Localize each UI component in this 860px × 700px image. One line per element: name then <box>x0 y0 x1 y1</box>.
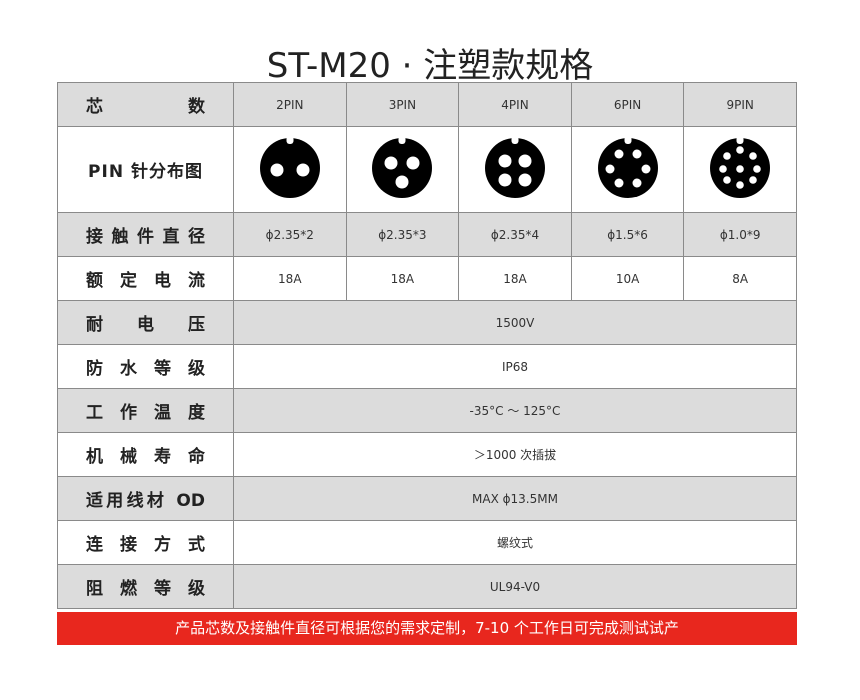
pin-cell <box>233 126 347 213</box>
cell: ＞1000 次插拔 <box>233 432 797 477</box>
pin-hole <box>723 176 731 184</box>
pin-cell <box>458 126 572 213</box>
connector-face <box>259 138 320 198</box>
table-row-contact-diameter: 接触件直径 ϕ2.35*2 ϕ2.35*3 ϕ2.35*4 ϕ1.5*6 ϕ1.… <box>57 212 797 257</box>
pin-hole <box>632 149 642 159</box>
cell: ϕ2.35*2 <box>233 212 347 257</box>
row-label: 阻燃等级 <box>57 564 234 609</box>
cell: 2PIN <box>233 82 347 127</box>
row-label: 芯数 <box>57 82 234 127</box>
row-label: 机械寿命 <box>57 432 234 477</box>
pin-hole <box>605 164 615 174</box>
pin-hole <box>614 178 624 188</box>
pin-hole <box>753 165 761 173</box>
pin-hole <box>641 164 651 174</box>
table-row-rated-current: 额定电流 18A 18A 18A 10A 8A <box>57 256 797 301</box>
cell: 螺纹式 <box>233 520 797 565</box>
pin-hole <box>736 181 744 189</box>
row-label: 工作温度 <box>57 388 234 433</box>
pin-hole <box>518 173 532 187</box>
pin-cell <box>570 126 685 213</box>
pin-hole <box>749 176 757 184</box>
connector-face <box>484 138 545 198</box>
2-pin-layout-icon <box>259 136 320 198</box>
cell: ϕ2.35*3 <box>345 212 460 257</box>
cell: 10A <box>570 256 685 301</box>
row-label: 额定电流 <box>57 256 234 301</box>
table-row-pin-layout: PIN 针分布图 <box>57 126 797 213</box>
spec-table: 芯数 2PIN 3PIN 4PIN 6PIN 9PIN PIN 针分布图 接触件… <box>57 82 797 609</box>
table-row-pin-count: 芯数 2PIN 3PIN 4PIN 6PIN 9PIN <box>57 82 797 127</box>
pin-hole <box>406 156 420 170</box>
keyway-notch <box>511 136 519 144</box>
cell: 18A <box>233 256 347 301</box>
row-label: 防水等级 <box>57 344 234 389</box>
3-pin-layout-icon <box>372 136 433 198</box>
connector-face <box>372 138 433 198</box>
page-title: ST-M20 · 注塑款规格 <box>266 46 594 86</box>
pin-hole <box>723 152 731 160</box>
pin-hole <box>384 156 398 170</box>
cell: 8A <box>683 256 797 301</box>
row-label: 适用线材 OD <box>57 476 234 521</box>
keyway-notch <box>286 136 294 144</box>
4-pin-layout-icon <box>484 136 545 198</box>
cell: MAX ϕ13.5MM <box>233 476 797 521</box>
keyway-notch <box>624 136 632 144</box>
cell: 3PIN <box>345 82 460 127</box>
pin-hole <box>719 165 727 173</box>
row-label: PIN 针分布图 <box>57 126 234 213</box>
cell: UL94-V0 <box>233 564 797 609</box>
cell: -35°C ～ 125°C <box>233 388 797 433</box>
cell: 4PIN <box>458 82 572 127</box>
pin-hole <box>498 173 512 187</box>
pin-hole <box>395 175 409 189</box>
cell: 18A <box>345 256 460 301</box>
connector-face <box>597 138 658 198</box>
row-label: 耐电压 <box>57 300 234 345</box>
keyway-notch <box>736 136 744 144</box>
keyway-notch <box>398 136 406 144</box>
table-row-voltage: 耐电压 1500V <box>57 300 797 345</box>
cell: IP68 <box>233 344 797 389</box>
pin-hole <box>296 163 310 177</box>
pin-hole <box>749 152 757 160</box>
6-pin-layout-icon <box>597 136 658 198</box>
pin-cell <box>345 126 460 213</box>
cell: 6PIN <box>570 82 685 127</box>
table-row-mechanical-life: 机械寿命 ＞1000 次插拔 <box>57 432 797 477</box>
9-pin-layout-icon <box>710 136 771 198</box>
customization-note-banner: 产品芯数及接触件直径可根据您的需求定制，7-10 个工作日可完成测试试产 <box>57 612 797 645</box>
pin-hole <box>270 163 284 177</box>
pin-hole <box>498 154 512 168</box>
row-label: 连接方式 <box>57 520 234 565</box>
table-row-temperature: 工作温度 -35°C ～ 125°C <box>57 388 797 433</box>
table-row-connection: 连接方式 螺纹式 <box>57 520 797 565</box>
pin-hole <box>518 154 532 168</box>
pin-hole <box>736 165 744 173</box>
table-row-flame-rating: 阻燃等级 UL94-V0 <box>57 564 797 609</box>
cell: ϕ1.0*9 <box>683 212 797 257</box>
cell: ϕ1.5*6 <box>570 212 685 257</box>
pin-cell <box>683 126 797 213</box>
cell: 18A <box>458 256 572 301</box>
cell: 1500V <box>233 300 797 345</box>
cell: 9PIN <box>683 82 797 127</box>
pin-hole <box>632 178 642 188</box>
table-row-cable-od: 适用线材 OD MAX ϕ13.5MM <box>57 476 797 521</box>
table-row-waterproof: 防水等级 IP68 <box>57 344 797 389</box>
row-label: 接触件直径 <box>57 212 234 257</box>
pin-hole <box>614 149 624 159</box>
cell: ϕ2.35*4 <box>458 212 572 257</box>
pin-hole <box>736 146 744 154</box>
